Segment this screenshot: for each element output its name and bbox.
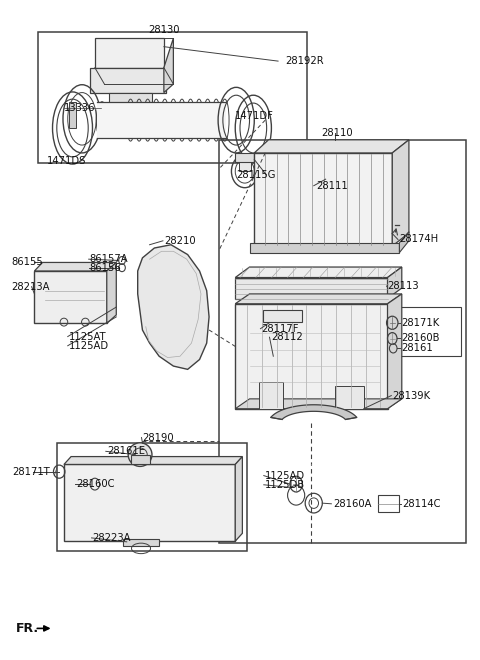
- Text: 1125AD: 1125AD: [265, 471, 305, 480]
- Polygon shape: [335, 385, 364, 409]
- Text: 28161E: 28161E: [107, 446, 145, 456]
- Text: 28110: 28110: [321, 128, 352, 138]
- Ellipse shape: [263, 304, 303, 328]
- Text: 86155: 86155: [12, 257, 43, 267]
- Polygon shape: [107, 263, 116, 323]
- Polygon shape: [235, 153, 254, 162]
- Text: 28113: 28113: [387, 281, 419, 291]
- Polygon shape: [254, 140, 409, 153]
- Polygon shape: [235, 267, 402, 278]
- Text: 28223A: 28223A: [93, 533, 131, 543]
- Polygon shape: [95, 38, 164, 68]
- Polygon shape: [235, 294, 402, 304]
- Text: 1471DF: 1471DF: [235, 111, 274, 121]
- Polygon shape: [235, 457, 242, 541]
- Text: 28160A: 28160A: [333, 499, 372, 509]
- Polygon shape: [97, 102, 226, 139]
- Text: 28130: 28130: [148, 24, 180, 34]
- Polygon shape: [399, 232, 409, 253]
- Text: 28192R: 28192R: [285, 56, 324, 66]
- Text: 28210: 28210: [164, 236, 195, 246]
- Text: FR.: FR.: [16, 622, 39, 635]
- Polygon shape: [254, 153, 392, 246]
- Bar: [38, 32, 307, 163]
- Polygon shape: [164, 38, 173, 92]
- Polygon shape: [387, 267, 402, 298]
- Polygon shape: [123, 539, 159, 546]
- Ellipse shape: [128, 443, 152, 467]
- Bar: [218, 140, 466, 543]
- Text: 28171T: 28171T: [12, 467, 50, 477]
- Text: 1125AT: 1125AT: [69, 331, 107, 342]
- Polygon shape: [392, 140, 409, 246]
- Polygon shape: [235, 278, 387, 298]
- Polygon shape: [69, 102, 76, 128]
- Polygon shape: [64, 457, 242, 465]
- Bar: [57, 443, 247, 551]
- Text: 28171K: 28171K: [401, 317, 439, 328]
- Text: 28112: 28112: [271, 332, 303, 343]
- Text: 28139K: 28139K: [392, 391, 431, 401]
- Polygon shape: [239, 160, 251, 172]
- Polygon shape: [35, 263, 116, 271]
- Text: 28213A: 28213A: [12, 282, 50, 292]
- Text: 1471DS: 1471DS: [48, 156, 87, 166]
- Polygon shape: [263, 310, 302, 322]
- Polygon shape: [138, 245, 209, 370]
- Text: 86156: 86156: [89, 263, 121, 273]
- Text: 28115G: 28115G: [236, 170, 276, 180]
- Polygon shape: [131, 455, 150, 464]
- Polygon shape: [64, 465, 235, 541]
- Text: 28111: 28111: [316, 181, 348, 191]
- Text: 13336: 13336: [64, 104, 96, 114]
- Text: 1125DB: 1125DB: [265, 480, 305, 490]
- Bar: [383, 307, 461, 356]
- Text: 28160C: 28160C: [76, 479, 114, 489]
- Polygon shape: [250, 243, 399, 253]
- Polygon shape: [271, 405, 357, 420]
- Polygon shape: [90, 68, 166, 92]
- Text: 28190: 28190: [143, 432, 174, 443]
- Text: 28117F: 28117F: [262, 323, 299, 334]
- Text: 28114C: 28114C: [402, 499, 440, 509]
- Text: 28161: 28161: [401, 343, 432, 352]
- Polygon shape: [235, 399, 402, 409]
- Polygon shape: [387, 294, 402, 409]
- Polygon shape: [109, 92, 152, 104]
- Polygon shape: [235, 304, 387, 409]
- Text: 1125AD: 1125AD: [69, 341, 109, 350]
- Text: 28160B: 28160B: [401, 333, 439, 343]
- Text: 86157A: 86157A: [89, 254, 128, 264]
- Polygon shape: [35, 271, 107, 323]
- Polygon shape: [259, 382, 283, 409]
- Text: 28174H: 28174H: [399, 234, 439, 244]
